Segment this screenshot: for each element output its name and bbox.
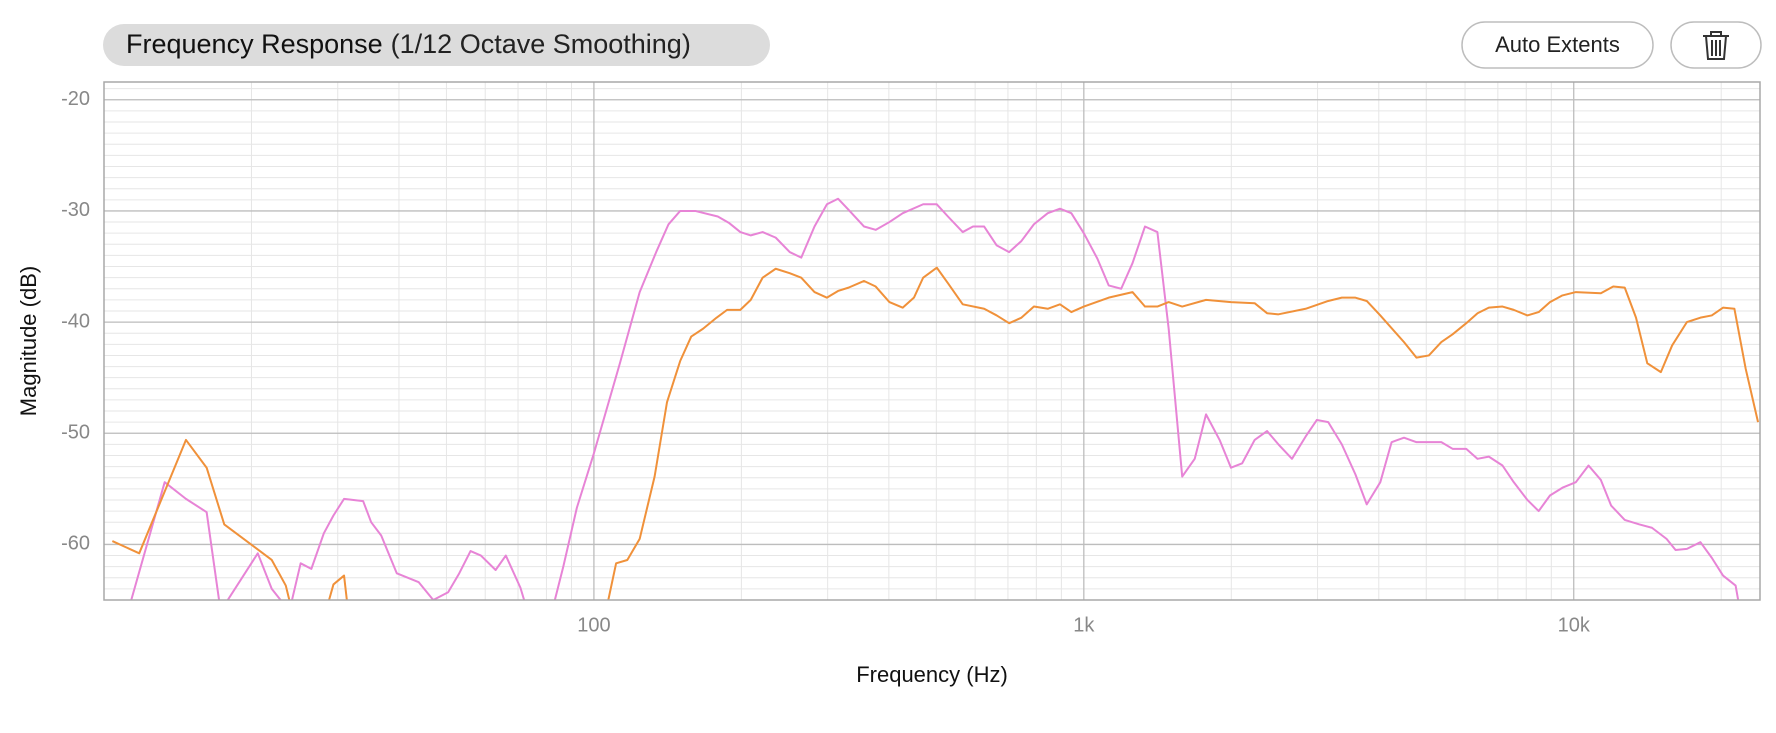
x-tick-label: 1k (1073, 614, 1095, 636)
y-tick-label: -30 (61, 199, 90, 221)
chart-title: Frequency Response (126, 29, 383, 59)
title-pill (103, 24, 770, 66)
y-tick-label: -60 (61, 533, 90, 555)
chart-subtitle: (1/12 Octave Smoothing) (391, 29, 691, 59)
series-line (130, 197, 1740, 600)
y-tick-label: -40 (61, 310, 90, 332)
series-line (111, 266, 1760, 600)
y-tick-label: -50 (61, 422, 90, 444)
y-tick-label: -20 (61, 88, 90, 110)
trash-icon (1703, 31, 1729, 60)
plot-frame (103, 81, 1761, 601)
x-tick-label: 10k (1558, 614, 1591, 636)
x-tick-label: 100 (577, 614, 610, 636)
button-label: Auto Extents (1495, 32, 1620, 57)
x-axis-label: Frequency (Hz) (856, 662, 1008, 687)
delete-button[interactable] (1670, 21, 1762, 69)
plot-lines (111, 197, 1760, 600)
grid (104, 82, 1760, 601)
auto-extents-button[interactable] (1461, 21, 1654, 69)
y-axis-label: Magnitude (dB) (16, 266, 41, 416)
